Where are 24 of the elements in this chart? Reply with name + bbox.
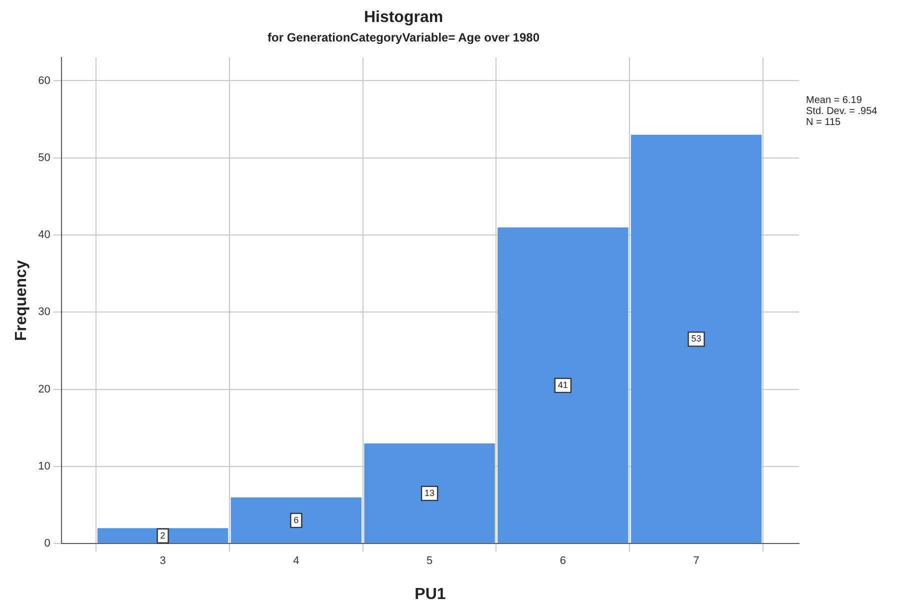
y-tick-label: 40 (38, 229, 50, 242)
text: Std. Dev. = .954 (806, 106, 878, 117)
y-tick-label: 50 (38, 152, 50, 164)
x-tick-label: 4 (293, 555, 300, 568)
chart-subtitle: for GenerationCategoryVariable= Age over 1980 (268, 30, 540, 45)
x-axis-title: PU1 (414, 586, 446, 603)
x-tick-label: 7 (693, 555, 700, 568)
x-tick-label: 5 (426, 555, 433, 568)
y-tick-label: 0 (44, 538, 50, 550)
y-axis-title: Frequency (13, 260, 30, 342)
text: Mean = 6.19 (806, 95, 863, 106)
y-tick-label: 20 (38, 383, 50, 396)
data-label: 53 (691, 334, 702, 344)
x-tick-label: 3 (160, 555, 166, 568)
y-tick-label: 30 (38, 306, 50, 318)
data-label: 41 (558, 380, 568, 390)
data-label: 6 (294, 514, 299, 525)
chart-title: Histogram (364, 9, 444, 26)
data-label: 2 (160, 530, 166, 540)
x-tick-label: 6 (560, 555, 566, 568)
y-tick-label: 10 (38, 460, 50, 472)
data-label: 13 (424, 488, 435, 498)
text: N = 115 (806, 117, 842, 128)
y-tick-label: 60 (38, 74, 50, 87)
